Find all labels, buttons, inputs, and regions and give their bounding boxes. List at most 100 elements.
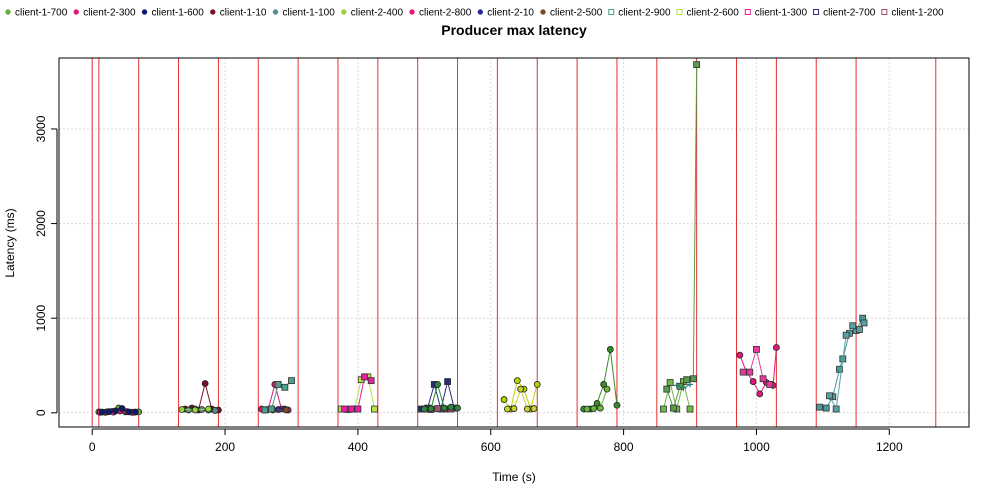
series-unnamed <box>663 61 701 412</box>
data-point <box>513 377 521 385</box>
legend: client-1-700 client-2-300 client-1-600 clie… <box>5 8 944 19</box>
legend-label: client-1-700 <box>15 8 68 19</box>
data-point <box>593 399 601 407</box>
legend-item: client-1-100 <box>272 8 335 19</box>
data-point <box>670 404 677 412</box>
data-point <box>590 405 598 412</box>
data-point <box>105 408 113 416</box>
x-axis: 0 200 400 600 800 1000 1200 <box>89 428 903 454</box>
legend-label: client-2-700 <box>823 8 876 19</box>
series-unnamed <box>583 385 611 413</box>
legend-item: client-2-400 <box>341 8 404 19</box>
data-point <box>211 407 219 414</box>
data-point <box>860 319 868 327</box>
series-client-1-300 <box>341 373 375 413</box>
legend-label: client-1-10 <box>220 8 267 19</box>
data-point <box>420 405 428 413</box>
legend-item: client-1-300 <box>744 8 807 19</box>
legend-marker <box>608 9 615 15</box>
legend-marker <box>210 9 216 15</box>
data-point <box>500 396 508 403</box>
legend-label: client-2-400 <box>351 8 404 19</box>
data-point <box>759 375 767 383</box>
legend-marker <box>341 9 347 15</box>
y-axis-label: Latency (ms) <box>3 208 17 277</box>
legend-item: client-2-800 <box>409 8 472 19</box>
data-point <box>772 344 780 351</box>
data-point <box>354 405 362 413</box>
data-point <box>660 405 667 413</box>
series-unnamed <box>503 385 538 413</box>
data-point <box>427 405 435 412</box>
data-point <box>178 406 186 413</box>
legend-label: client-2-500 <box>550 8 603 19</box>
y-tick-label: 3000 <box>34 115 48 142</box>
data-point <box>98 408 106 416</box>
data-point <box>613 401 621 409</box>
data-point <box>367 377 375 385</box>
data-point <box>530 405 538 412</box>
data-point <box>739 368 747 376</box>
legend-marker <box>676 9 683 15</box>
data-point <box>680 385 687 392</box>
data-point <box>693 61 701 69</box>
data-point <box>510 405 518 412</box>
grid <box>59 58 969 427</box>
data-point <box>288 377 295 385</box>
x-tick-label: 600 <box>481 440 501 454</box>
data-point <box>686 405 694 413</box>
data-point <box>603 385 611 393</box>
data-point <box>533 381 541 388</box>
y-tick-label: 2000 <box>34 210 48 237</box>
data-point <box>125 408 133 416</box>
data-point <box>832 405 840 413</box>
legend-marker <box>881 9 888 15</box>
series-unnamed <box>826 319 868 413</box>
series-line <box>583 349 618 410</box>
data-point <box>523 405 531 413</box>
data-point <box>842 331 850 339</box>
data-point <box>826 392 833 400</box>
series-unnamed <box>420 381 461 413</box>
legend-label: client-2-10 <box>487 8 534 19</box>
legend-item: client-2-900 <box>608 8 671 19</box>
data-point <box>583 405 591 413</box>
series-client-2-400 <box>178 405 212 414</box>
chart-title: Producer max latency <box>441 22 587 38</box>
data-point <box>746 368 754 376</box>
data-point <box>118 405 126 412</box>
legend-label: client-2-800 <box>419 8 472 19</box>
data-point <box>766 381 774 388</box>
series-unnamed <box>739 346 774 388</box>
data-point <box>454 404 461 412</box>
legend-marker <box>477 9 483 15</box>
series-unnamed <box>580 346 621 413</box>
legend-item: client-1-200 <box>881 8 944 19</box>
legend-label: client-2-600 <box>687 8 740 19</box>
data-point <box>444 378 451 385</box>
data-point <box>447 403 455 411</box>
legend-item: client-2-500 <box>540 8 603 19</box>
data-point <box>749 378 757 385</box>
data-point <box>816 403 823 411</box>
legend-item: client-1-700 <box>5 8 68 19</box>
legend-marker <box>813 9 820 15</box>
legend-marker <box>73 9 79 15</box>
x-tick-label: 400 <box>348 440 368 454</box>
data-point <box>596 404 604 412</box>
data-point <box>689 375 697 383</box>
plot-frame <box>58 57 970 428</box>
data-point <box>434 381 442 388</box>
data-point <box>517 385 525 393</box>
data-point <box>687 381 694 388</box>
data-point <box>274 381 282 388</box>
data-point <box>268 405 275 413</box>
data-point <box>371 405 378 413</box>
legend-item: client-2-300 <box>73 8 136 19</box>
data-point <box>663 385 671 393</box>
data-point <box>361 373 368 381</box>
legend-marker <box>5 9 11 15</box>
data-point <box>736 351 744 359</box>
data-point <box>281 383 289 391</box>
